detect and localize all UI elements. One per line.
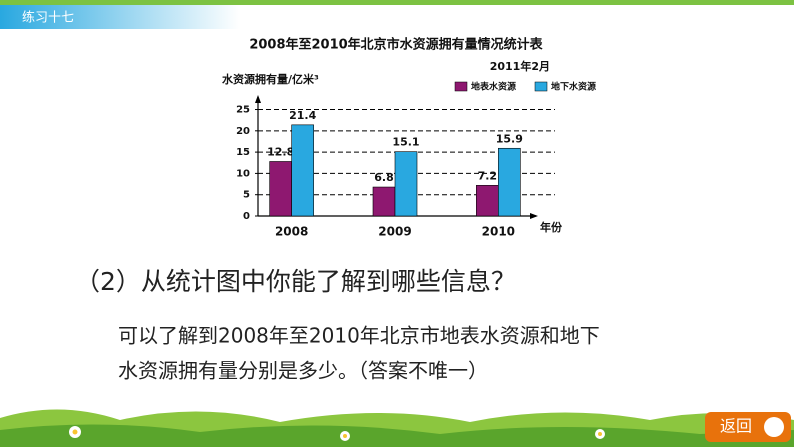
data-label: 21.4 bbox=[289, 109, 316, 122]
bar bbox=[498, 147, 521, 217]
y-tick-label: 15 bbox=[236, 147, 250, 158]
x-axis-arrow bbox=[530, 213, 538, 219]
back-icon[interactable] bbox=[764, 417, 784, 437]
x-tick-label: 2010 bbox=[482, 225, 515, 239]
y-axis-label: 水资源拥有量/亿米³ bbox=[222, 72, 319, 86]
bar bbox=[291, 124, 314, 217]
data-label: 12.8 bbox=[267, 145, 294, 158]
bar bbox=[476, 185, 499, 217]
data-label: 6.8 bbox=[374, 171, 394, 184]
bar bbox=[372, 186, 396, 217]
grass bbox=[0, 409, 794, 447]
data-label: 7.2 bbox=[478, 169, 498, 182]
bar bbox=[269, 161, 292, 217]
header-bar bbox=[0, 5, 240, 29]
legend-swatch bbox=[534, 81, 548, 92]
back-button-label[interactable]: 返回 bbox=[720, 417, 752, 436]
y-tick-label: 10 bbox=[236, 168, 250, 179]
answer-line: 水资源拥有量分别是多少。（答案不唯一） bbox=[118, 359, 488, 383]
data-label: 15.9 bbox=[496, 132, 523, 145]
y-axis-arrow bbox=[255, 95, 261, 103]
y-tick-label: 5 bbox=[243, 190, 250, 201]
legend-label: 地下水资源 bbox=[551, 81, 596, 93]
y-tick-label: 0 bbox=[243, 211, 250, 222]
question: （2）从统计图中你能了解到哪些信息？ bbox=[75, 267, 516, 296]
chart-subtitle: 2011年2月 bbox=[490, 59, 550, 73]
x-tick-label: 2009 bbox=[378, 225, 411, 239]
x-tick-label: 2008 bbox=[275, 225, 308, 239]
chart-title: 2008年至2010年北京市水资源拥有量情况统计表 bbox=[249, 37, 543, 53]
bar bbox=[394, 151, 418, 217]
legend-swatch bbox=[454, 81, 468, 92]
answer-line: 可以了解到2008年至2010年北京市地表水资源和地下 bbox=[118, 324, 600, 348]
y-tick-label: 20 bbox=[236, 126, 250, 137]
x-axis-label: 年份 bbox=[540, 220, 563, 234]
header-title: 练习十七 bbox=[22, 11, 74, 26]
top-strip bbox=[0, 0, 794, 5]
y-tick-label: 25 bbox=[236, 105, 250, 116]
legend-label: 地表水资源 bbox=[471, 81, 516, 93]
data-label: 15.1 bbox=[392, 136, 419, 149]
